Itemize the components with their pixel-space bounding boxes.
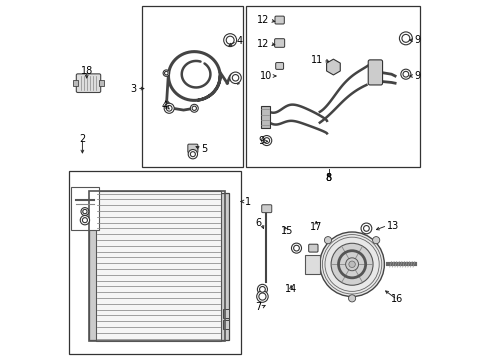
Circle shape [345,258,358,271]
Circle shape [188,149,197,159]
Circle shape [400,69,410,79]
Text: 7: 7 [255,302,261,312]
Text: 18: 18 [81,66,93,76]
Text: 12: 12 [257,39,269,49]
Circle shape [259,287,265,292]
Circle shape [330,243,372,285]
Circle shape [319,232,384,297]
FancyBboxPatch shape [274,16,284,24]
Text: 6: 6 [255,218,261,228]
Circle shape [166,105,172,111]
Bar [246,6,419,167]
Circle shape [399,32,411,45]
Circle shape [82,210,87,214]
Circle shape [190,152,195,157]
Circle shape [348,295,355,302]
Circle shape [372,237,379,244]
Bar [96,191,221,341]
FancyBboxPatch shape [308,244,317,252]
Circle shape [256,291,267,302]
Bar [69,171,241,354]
Circle shape [261,135,271,145]
Circle shape [264,138,269,143]
Circle shape [360,223,371,234]
Bar [223,320,229,329]
Polygon shape [305,255,319,274]
Text: 12: 12 [257,15,269,26]
Circle shape [229,72,241,84]
Circle shape [82,218,87,223]
Circle shape [401,35,409,42]
FancyBboxPatch shape [76,74,101,93]
FancyBboxPatch shape [187,144,198,153]
Bar [88,193,97,339]
Bar [70,187,99,230]
FancyBboxPatch shape [367,60,382,85]
Text: 14: 14 [285,284,297,294]
Text: 2: 2 [79,134,85,144]
Circle shape [258,293,265,300]
Bar [223,309,229,318]
Text: 4: 4 [161,102,167,112]
Circle shape [192,106,196,111]
FancyBboxPatch shape [275,63,283,69]
Text: 9: 9 [258,136,264,146]
Bar [99,80,104,86]
Bar [142,6,242,167]
Bar [88,191,224,341]
Circle shape [348,261,355,267]
Text: 16: 16 [390,294,402,305]
Circle shape [363,226,368,231]
Bar [73,80,78,86]
Text: 8: 8 [325,173,331,183]
Text: 4: 4 [236,36,242,46]
Circle shape [232,75,238,81]
Circle shape [324,237,331,244]
Text: 15: 15 [280,226,292,236]
Circle shape [190,104,198,112]
Text: 9: 9 [414,35,420,45]
FancyBboxPatch shape [274,39,284,47]
Circle shape [223,34,236,46]
Text: 17: 17 [309,222,322,231]
Text: 3: 3 [130,84,137,94]
Text: 10: 10 [260,71,272,81]
Circle shape [293,245,299,251]
Circle shape [81,208,89,216]
Circle shape [80,216,89,225]
Text: 8: 8 [325,173,331,183]
Text: 5: 5 [201,144,207,154]
Circle shape [164,103,174,113]
Bar [220,193,229,339]
Circle shape [402,71,408,77]
Circle shape [163,70,169,76]
Circle shape [291,243,301,253]
Text: 9: 9 [414,71,420,81]
Text: 1: 1 [244,197,250,207]
Circle shape [226,36,234,44]
Bar [260,107,269,128]
Text: 11: 11 [310,54,323,64]
Text: 13: 13 [386,221,399,230]
FancyBboxPatch shape [261,205,271,213]
Circle shape [164,71,168,75]
Circle shape [257,284,267,294]
